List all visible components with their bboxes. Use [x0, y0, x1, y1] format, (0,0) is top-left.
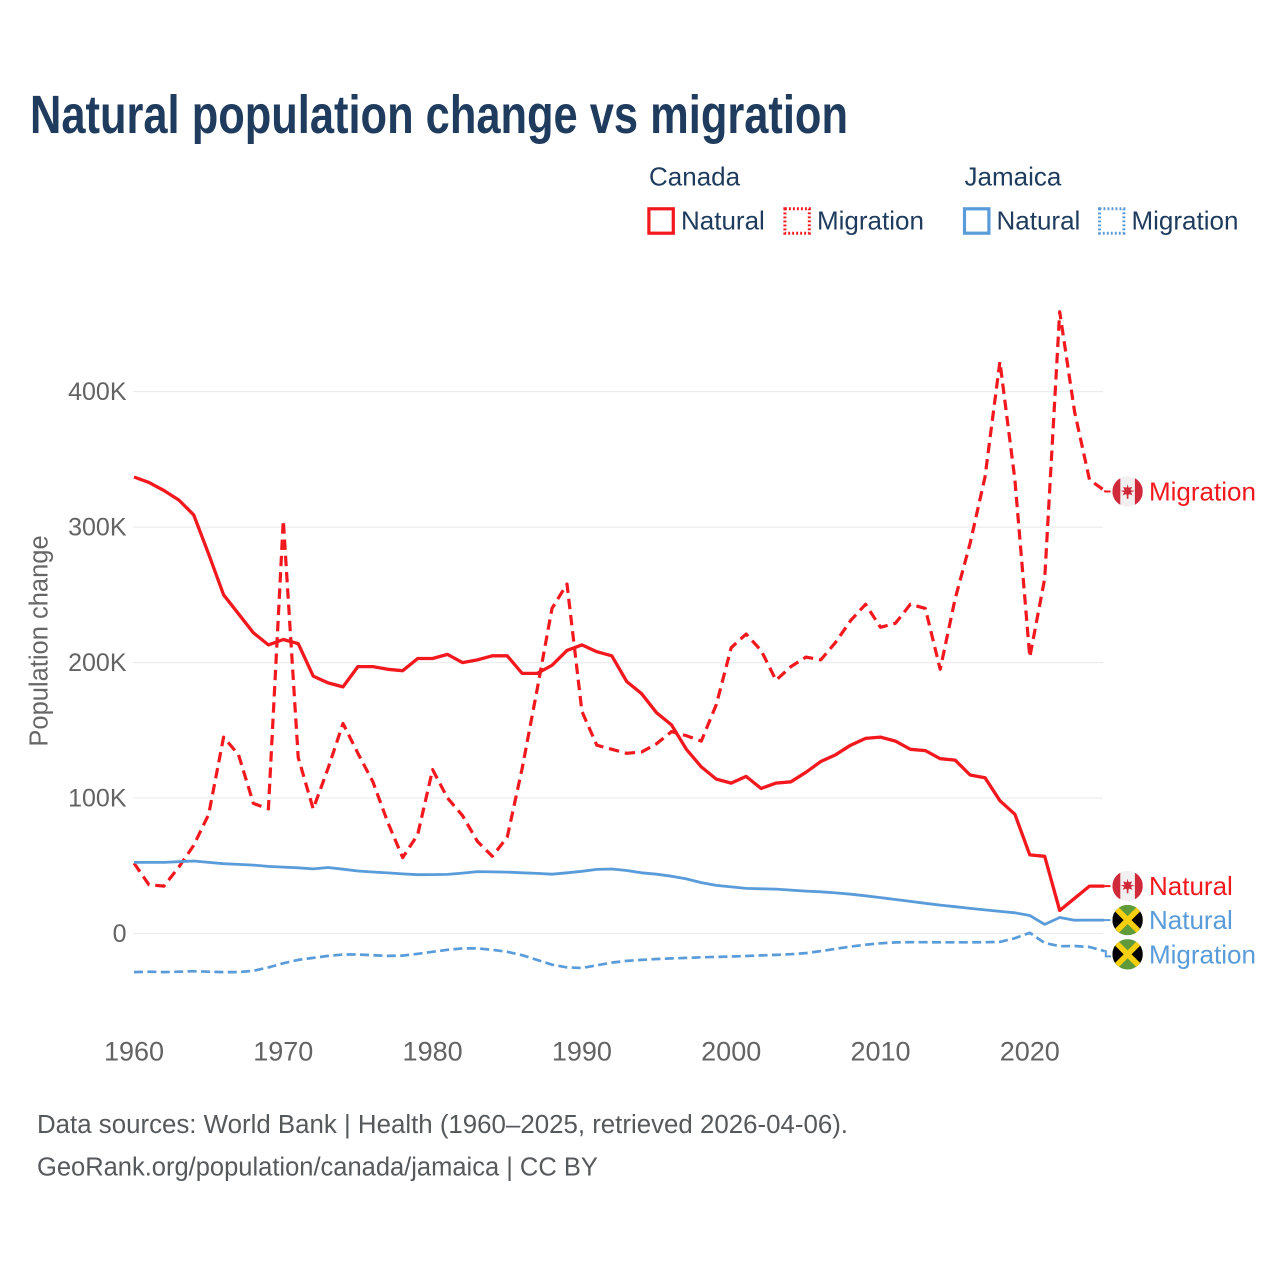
- svg-text:1990: 1990: [552, 1037, 612, 1067]
- svg-text:1960: 1960: [104, 1037, 164, 1067]
- svg-text:0: 0: [113, 920, 127, 948]
- svg-text:Population change: Population change: [26, 535, 54, 746]
- svg-text:Canada: Canada: [649, 162, 741, 192]
- svg-text:300K: 300K: [68, 514, 127, 542]
- svg-text:Natural population change vs m: Natural population change vs migration: [30, 85, 848, 145]
- svg-text:GeoRank.org/population/canada/: GeoRank.org/population/canada/jamaica | …: [37, 1153, 598, 1181]
- svg-text:Data sources: World Bank | Hea: Data sources: World Bank | Health (1960–…: [37, 1111, 848, 1139]
- svg-text:2010: 2010: [850, 1037, 910, 1067]
- svg-text:Jamaica: Jamaica: [965, 162, 1062, 192]
- svg-text:200K: 200K: [68, 649, 127, 677]
- svg-text:Migration: Migration: [1149, 939, 1256, 969]
- svg-text:Migration: Migration: [817, 205, 924, 235]
- svg-text:1980: 1980: [403, 1037, 463, 1067]
- svg-text:100K: 100K: [68, 785, 127, 813]
- svg-text:Natural: Natural: [1149, 871, 1233, 901]
- svg-text:Migration: Migration: [1132, 205, 1239, 235]
- svg-text:400K: 400K: [68, 378, 127, 406]
- svg-text:Natural: Natural: [1149, 905, 1233, 935]
- svg-text:2000: 2000: [701, 1037, 761, 1067]
- svg-text:Natural: Natural: [997, 205, 1081, 235]
- svg-text:Natural: Natural: [681, 205, 765, 235]
- svg-text:1970: 1970: [253, 1037, 313, 1067]
- svg-text:Migration: Migration: [1149, 477, 1256, 507]
- svg-text:2020: 2020: [1000, 1037, 1060, 1067]
